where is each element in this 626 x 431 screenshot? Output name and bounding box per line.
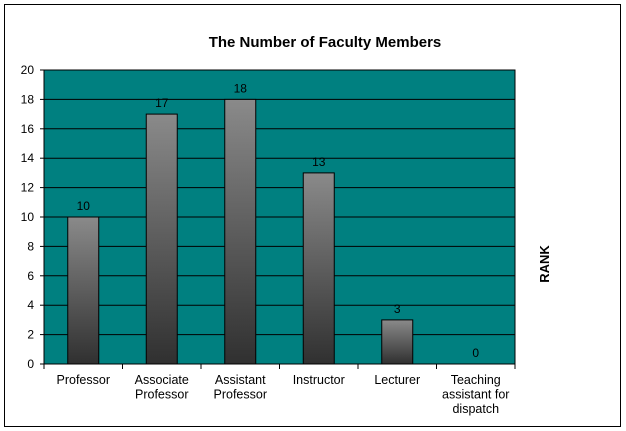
- x-tick-label: Assistant Professor: [214, 373, 268, 402]
- x-tick-label-line: Lecturer: [374, 373, 420, 387]
- x-tick-label: Professor: [57, 373, 111, 387]
- x-tick-label: Associate Professor: [135, 373, 189, 402]
- bars: 10 17 18 13 3 0: [67, 81, 479, 365]
- data-label: 3: [394, 302, 401, 316]
- gridlines: [44, 98, 515, 336]
- x-tick-label-line: assistant for: [442, 388, 509, 402]
- y-tick-label: 8: [27, 239, 34, 253]
- data-label: 0: [472, 346, 479, 360]
- chart-title: The Number of Faculty Members: [209, 34, 442, 51]
- x-tick-label-line: Instructor: [293, 373, 345, 387]
- x-tick-label-line: Professor: [135, 388, 189, 402]
- x-tick-label-line: Assistant: [215, 373, 266, 387]
- y-tick-label: 14: [21, 151, 35, 165]
- x-tick-label-line: Professor: [57, 373, 111, 387]
- x-tick-label: Lecturer: [374, 373, 420, 387]
- bar: [381, 319, 414, 365]
- bar: [145, 113, 178, 365]
- x-tick-label-line: Teaching: [451, 373, 501, 387]
- y-tick-label: 2: [27, 328, 34, 342]
- bar: [224, 98, 257, 365]
- y-tick-label: 16: [21, 122, 35, 136]
- y-tick-label: 6: [27, 269, 34, 283]
- y-tick-label: 0: [27, 357, 34, 371]
- x-tick-label: Instructor: [293, 373, 345, 387]
- y-tick-label: 20: [21, 63, 35, 77]
- x-tick-label-line: dispatch: [452, 402, 499, 416]
- data-label: 10: [77, 199, 91, 213]
- bar: [302, 172, 335, 365]
- y-tick-label: 12: [21, 181, 35, 195]
- y-axis: 0 2 4 6 8 10 12 14 16 18 20: [21, 63, 44, 371]
- data-label: 17: [155, 96, 169, 110]
- data-label: 18: [234, 81, 248, 95]
- data-label: 13: [312, 155, 326, 169]
- x-tick-label: Teaching assistant for dispatch: [442, 373, 509, 416]
- x-tick-label-line: Professor: [214, 388, 268, 402]
- y-tick-label: 4: [27, 298, 34, 312]
- x-tick-label-line: Associate: [135, 373, 189, 387]
- y-tick-label: 10: [21, 210, 35, 224]
- bar: [67, 216, 100, 365]
- y-tick-label: 18: [21, 92, 35, 106]
- side-label: RANK: [537, 245, 552, 283]
